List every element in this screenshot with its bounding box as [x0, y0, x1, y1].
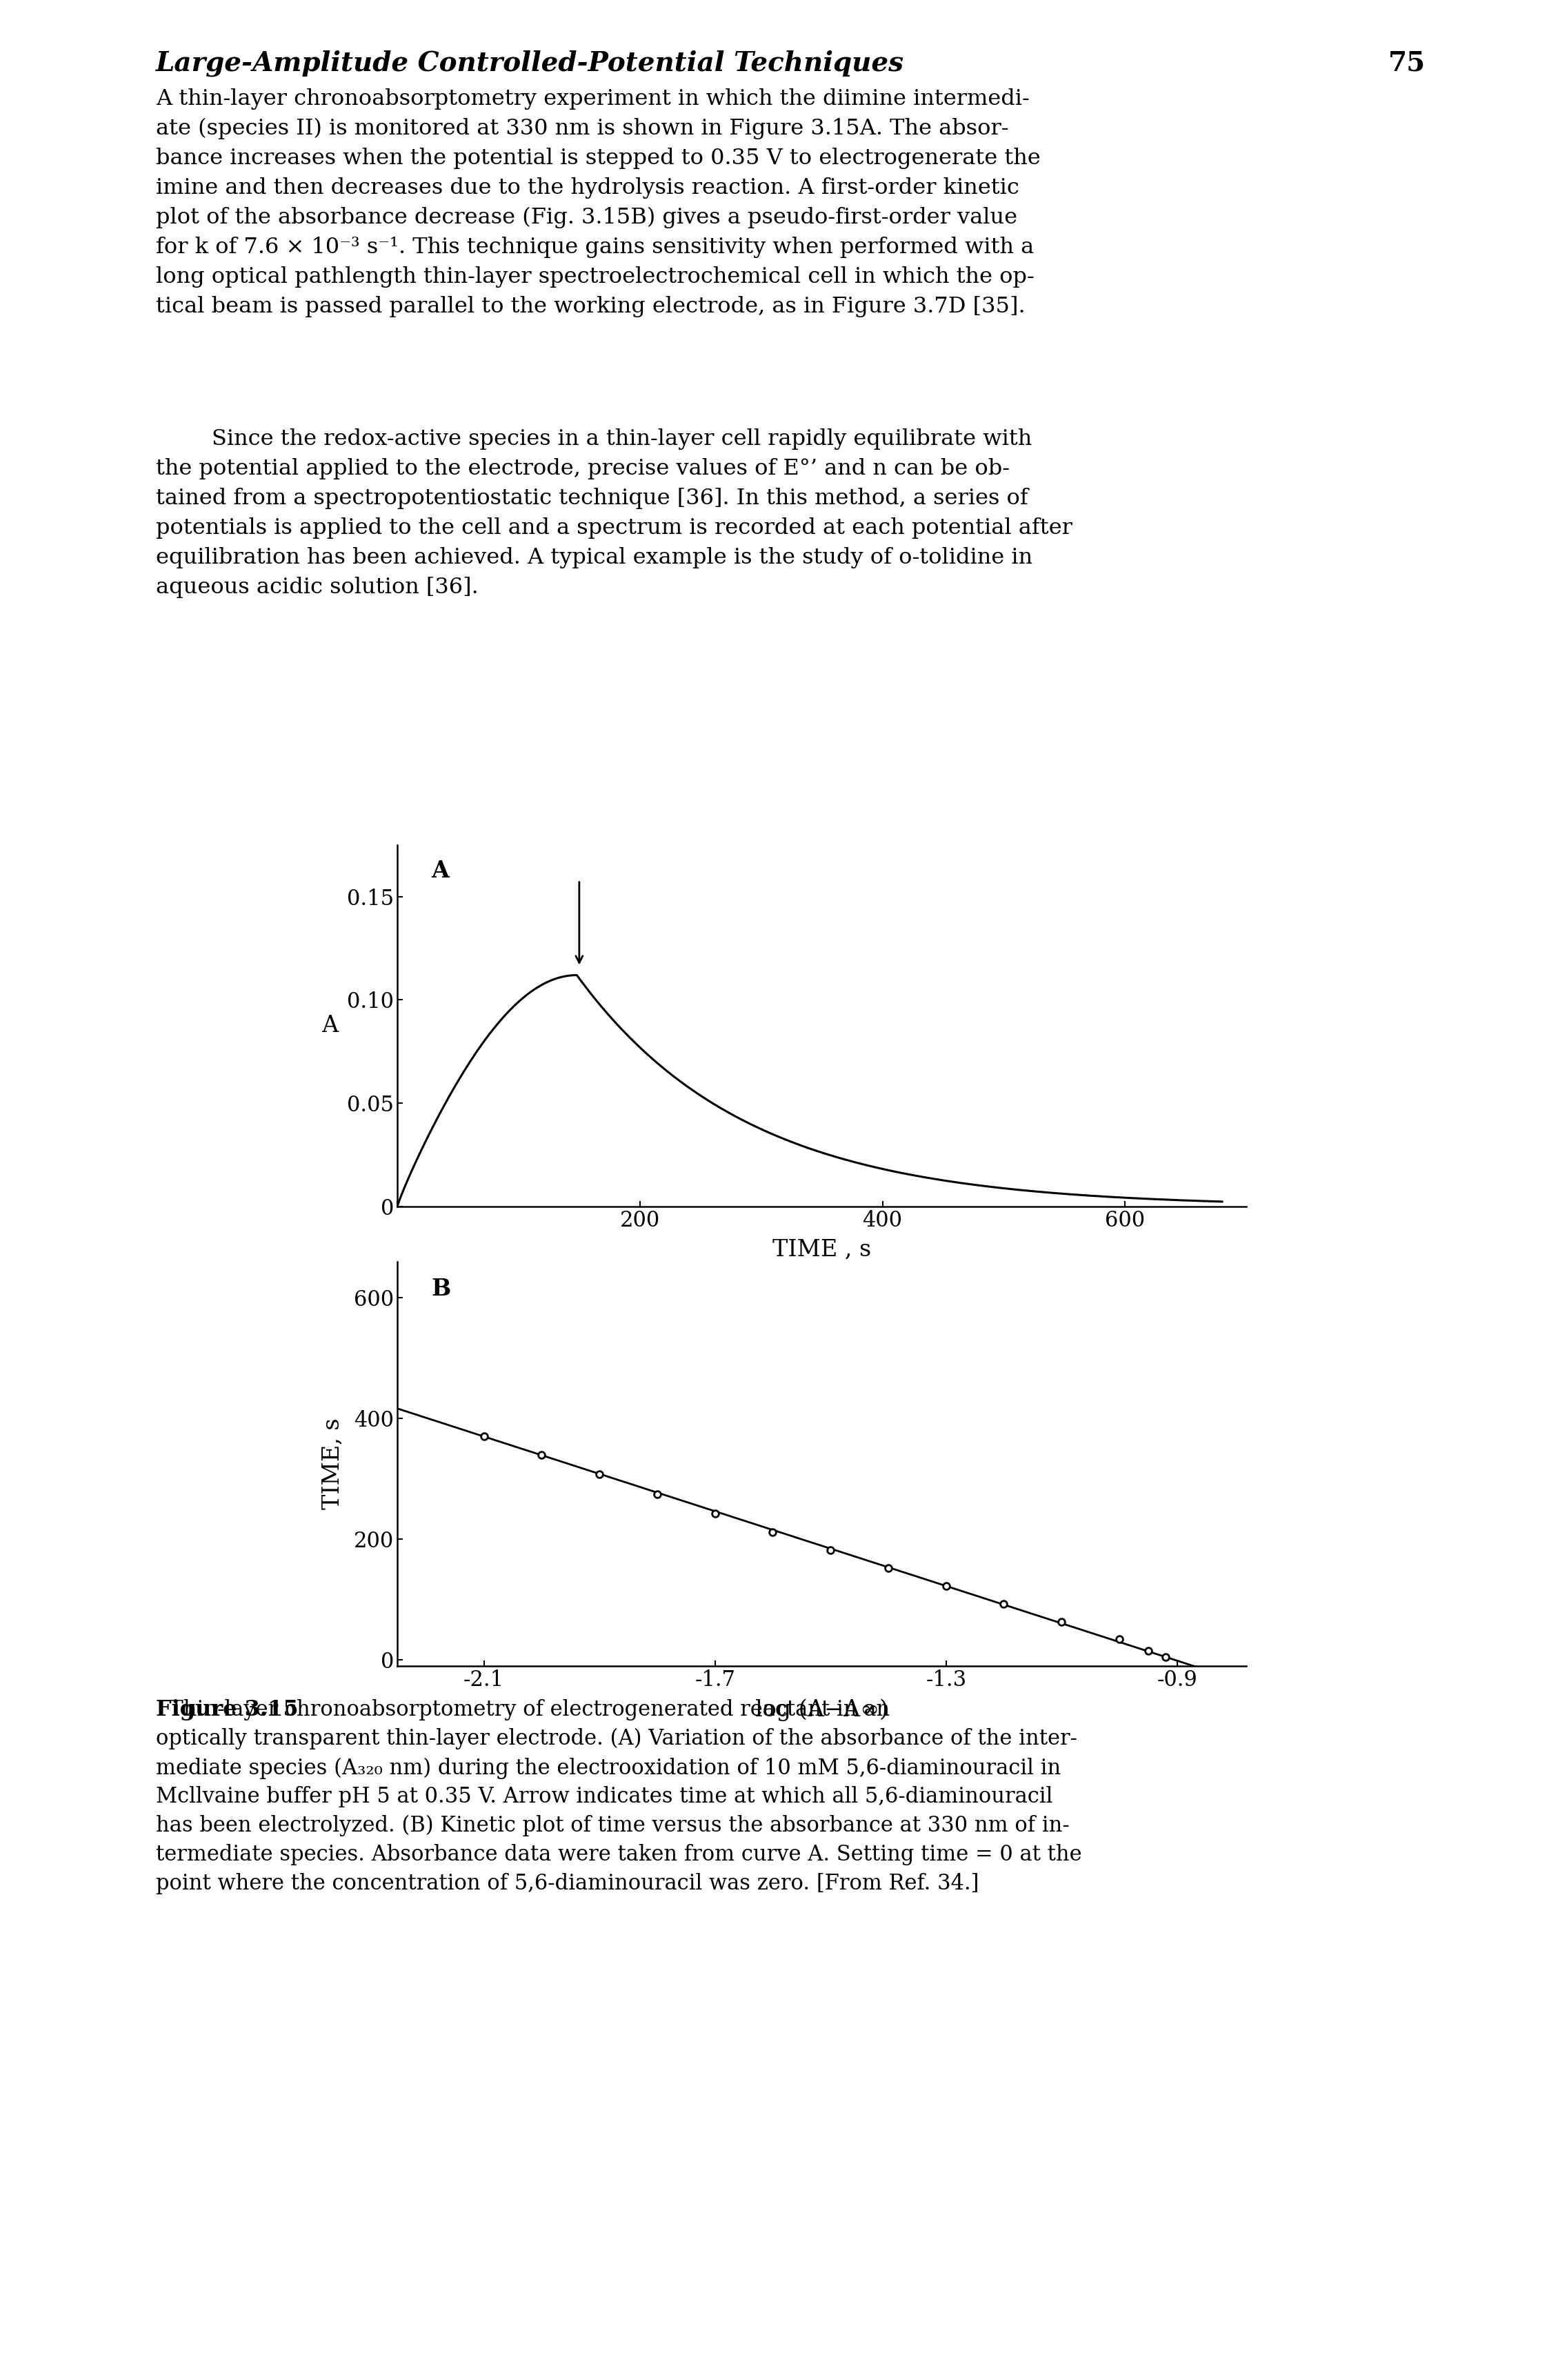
Text: Large-Amplitude Controlled-Potential Techniques: Large-Amplitude Controlled-Potential Tec… — [156, 50, 904, 76]
Text: A thin-layer chronoabsorptometry experiment in which the diimine intermedi-
ate : A thin-layer chronoabsorptometry experim… — [156, 88, 1041, 317]
Y-axis label: A: A — [321, 1014, 338, 1038]
Y-axis label: TIME, s: TIME, s — [323, 1418, 344, 1509]
X-axis label: TIME , s: TIME , s — [773, 1240, 871, 1261]
Text: A: A — [432, 859, 449, 883]
Text: Since the redox-active species in a thin-layer cell rapidly equilibrate with
the: Since the redox-active species in a thin… — [156, 428, 1072, 597]
Text: 75: 75 — [1388, 50, 1426, 76]
Text: Figure 3.15: Figure 3.15 — [156, 1699, 298, 1721]
Text: Thin-layer chronoabsorptometry of electrogenerated reactant in an
optically tran: Thin-layer chronoabsorptometry of electr… — [156, 1699, 1081, 1894]
X-axis label: log (A−A∞): log (A−A∞) — [756, 1699, 888, 1721]
Text: B: B — [432, 1278, 450, 1299]
